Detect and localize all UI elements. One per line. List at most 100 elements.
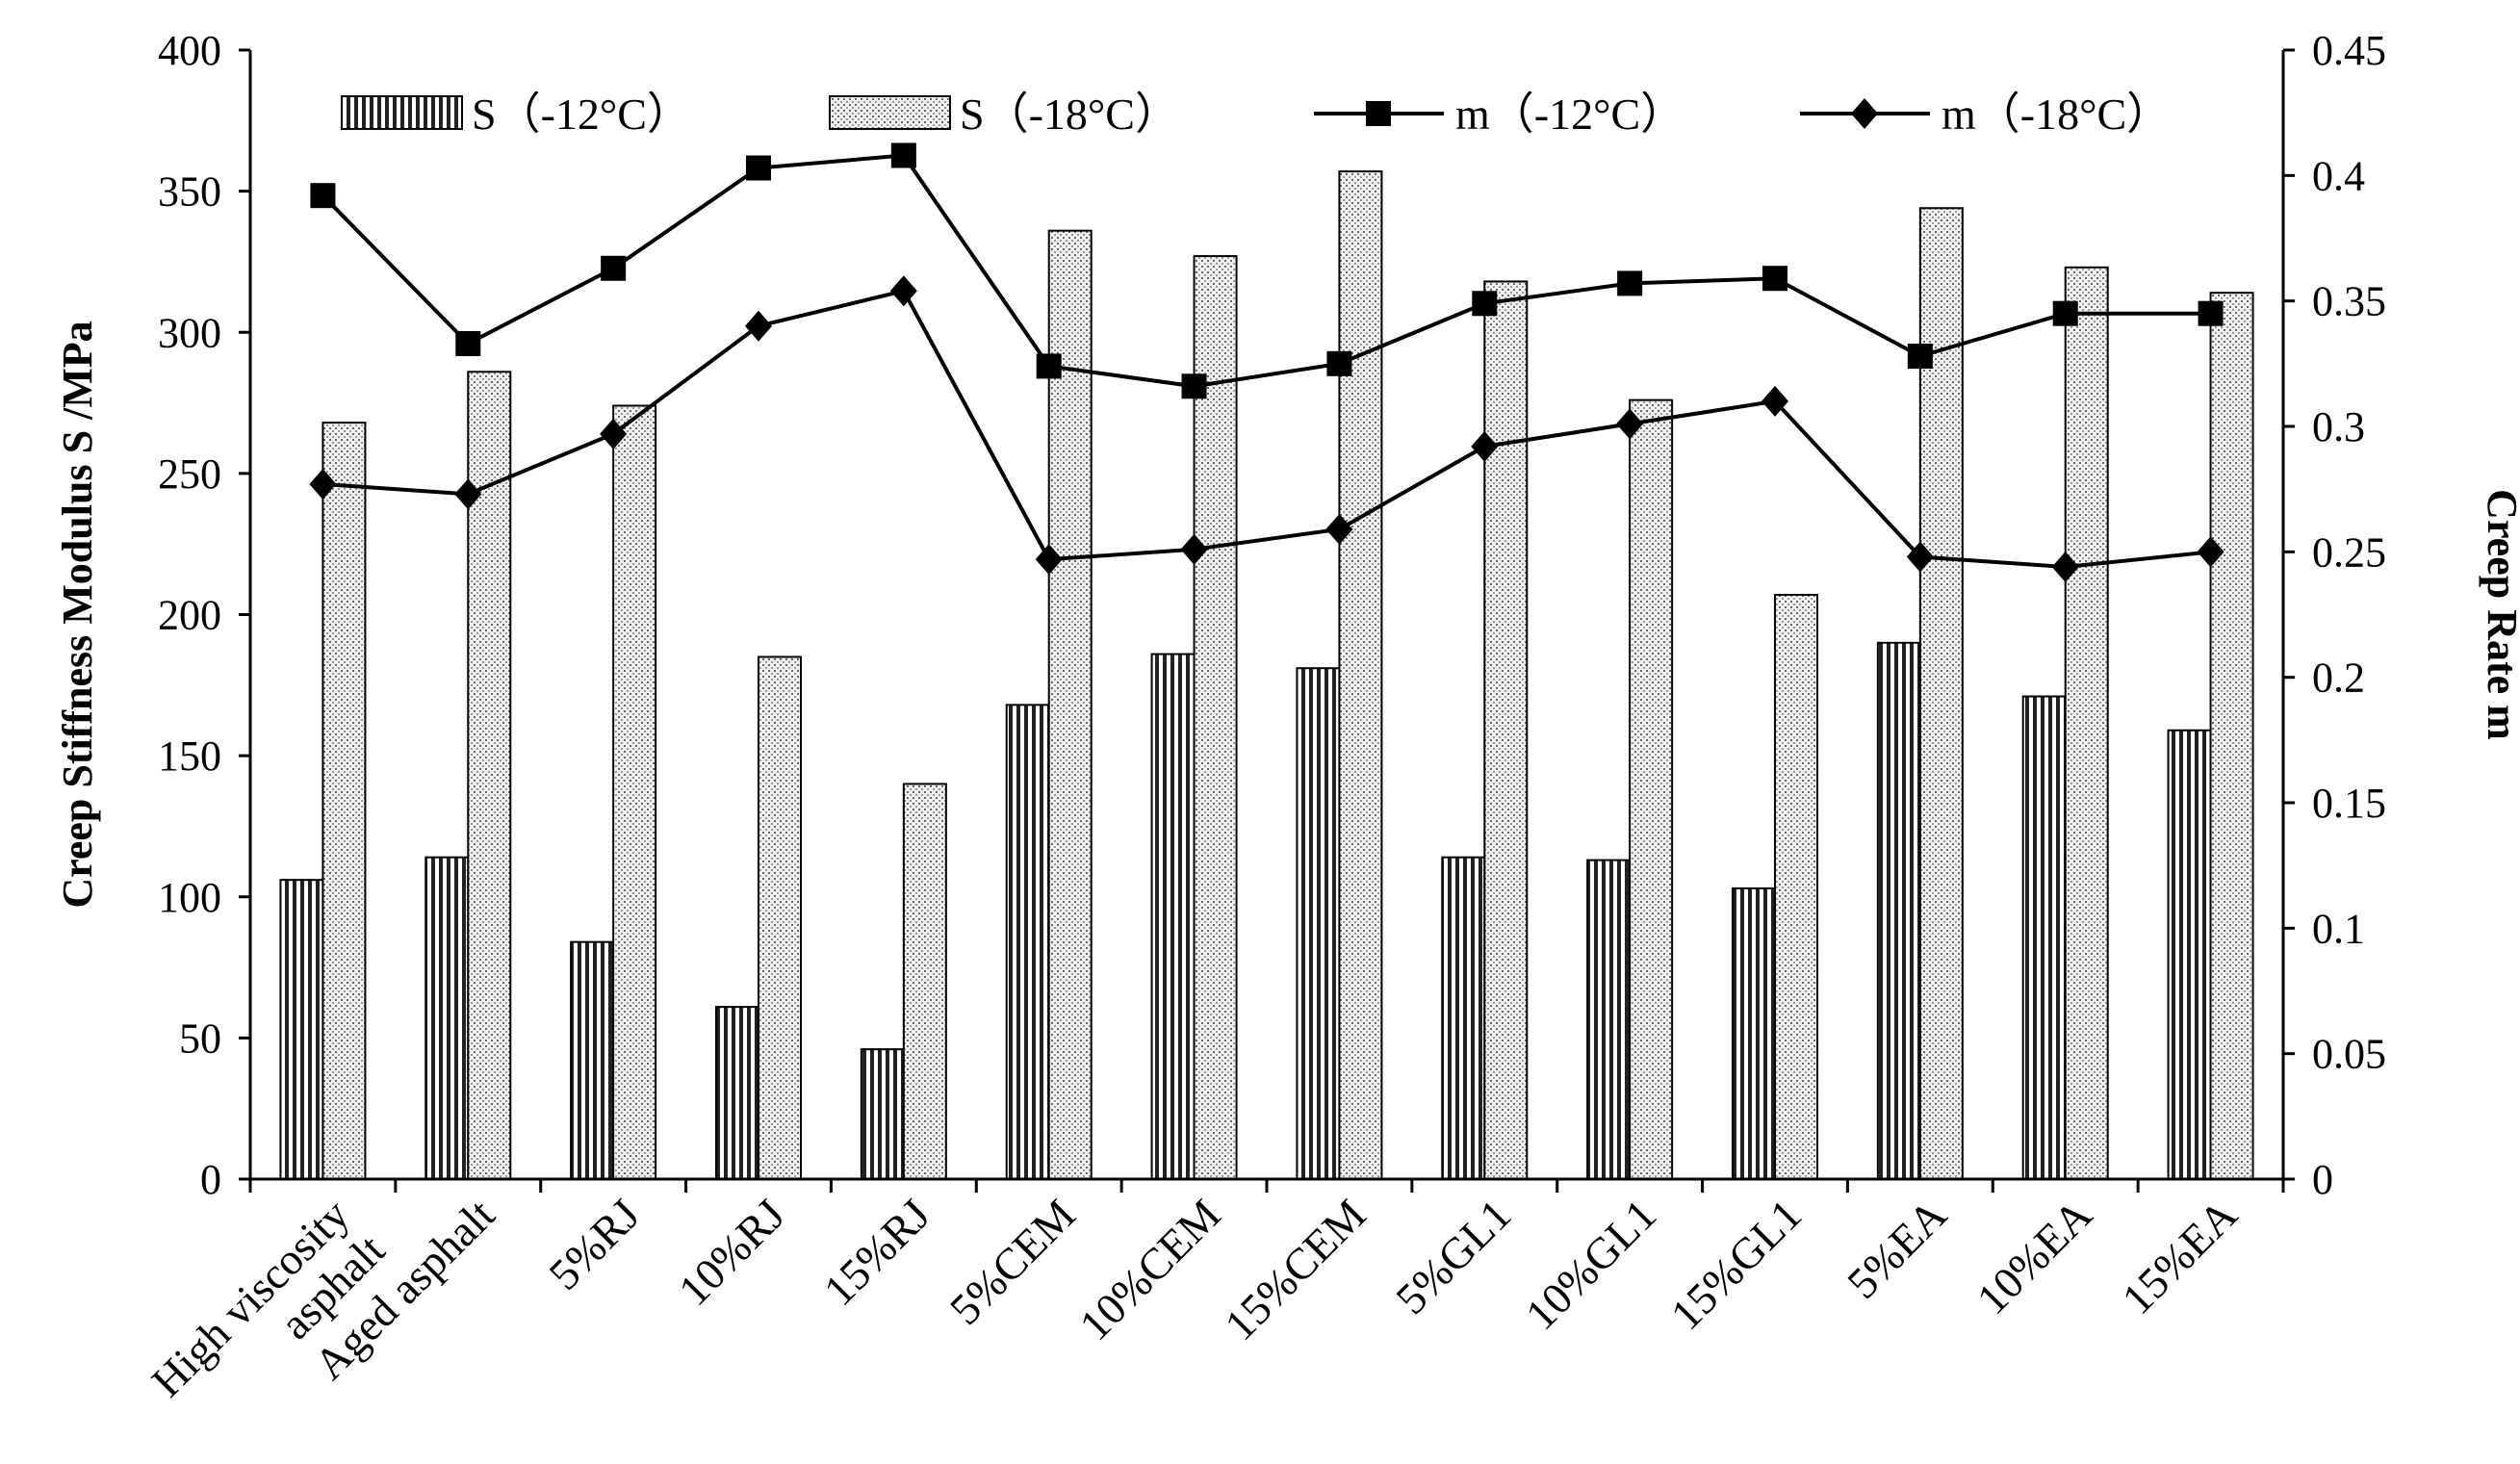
legend-marker-m-12c	[1366, 101, 1391, 126]
marker-m-12c-0	[310, 183, 336, 209]
bar-s-12c-4	[860, 1048, 905, 1180]
marker-m-12c-3	[746, 155, 771, 181]
y-tick-label-5: 250	[158, 450, 221, 498]
bar-s-12c-2	[570, 940, 615, 1180]
marker-m-12c-7	[1326, 350, 1352, 376]
x-tick-label-11: 5%EA	[1838, 1190, 1956, 1308]
bar-s-18c-11	[1918, 207, 1964, 1181]
legend-marker-m-18c	[1851, 98, 1878, 129]
legend-label-m-12c: m（-12°C）	[1455, 90, 1684, 139]
marker-m-12c-5	[1036, 353, 1062, 379]
legend-label-s-18c: S（-18°C）	[960, 90, 1179, 139]
x-tick-label-line: 5%GL1	[1386, 1190, 1520, 1323]
bar-s-12c-9	[1586, 859, 1632, 1180]
bar-s-18c-4	[902, 783, 947, 1180]
x-tick-label-3: 10%RJ	[669, 1190, 794, 1315]
marker-m-12c-11	[1907, 344, 1933, 370]
y2-tick-label-8: 0.4	[2312, 152, 2365, 199]
bar-s-12c-11	[1876, 641, 1921, 1180]
x-tick-label-line: 10%RJ	[669, 1190, 794, 1315]
y2-tick-label-5: 0.25	[2312, 528, 2386, 576]
legend-label-s-12c: S（-12°C）	[472, 90, 691, 139]
x-tick-label-line: 10%CEM	[1069, 1190, 1229, 1349]
bar-s-12c-5	[1005, 704, 1050, 1181]
marker-m-18c-0	[309, 468, 337, 500]
x-tick-label-line: 15%RJ	[814, 1190, 939, 1315]
bar-s-18c-12	[2064, 266, 2109, 1180]
marker-m-18c-2	[600, 418, 628, 449]
y-tick-label-4: 200	[158, 592, 221, 639]
y-axis-title: Creep Stiffness Modulus S /MPa	[54, 321, 101, 908]
x-tick-label-2: 5%RJ	[539, 1190, 649, 1299]
bar-s-12c-3	[715, 1006, 759, 1181]
marker-m-18c-4	[889, 275, 917, 307]
bar-s-12c-12	[2021, 695, 2067, 1180]
marker-m-18c-5	[1035, 544, 1063, 576]
x-tick-label-8: 5%GL1	[1386, 1190, 1520, 1323]
bar-s-18c-0	[321, 422, 367, 1180]
y-tick-label-1: 50	[179, 1015, 221, 1062]
y2-tick-label-1: 0.05	[2312, 1031, 2386, 1078]
marker-m-12c-4	[890, 142, 916, 168]
y-tick-label-2: 100	[158, 874, 221, 921]
x-tick-label-7: 15%CEM	[1215, 1190, 1375, 1349]
y2-tick-label-4: 0.2	[2312, 655, 2365, 702]
bar-s-12c-10	[1732, 886, 1776, 1180]
bar-s-12c-0	[279, 879, 324, 1181]
bar-s-18c-7	[1338, 170, 1383, 1180]
marker-m-12c-10	[1762, 266, 1787, 292]
y2-tick-label-0: 0	[2312, 1156, 2333, 1203]
marker-m-18c-12	[2051, 551, 2079, 582]
legend-swatch-s-18c	[829, 95, 951, 130]
legend-swatch-s-12c	[341, 95, 463, 130]
x-tick-label-line: 5%EA	[1838, 1190, 1956, 1308]
legend-label-m-18c: m（-18°C）	[1941, 90, 2171, 139]
y2-axis-title: Creep Rate m	[2479, 489, 2520, 740]
marker-m-18c-6	[1180, 533, 1208, 565]
y2-tick-label-7: 0.35	[2312, 278, 2386, 325]
bar-s-12c-7	[1296, 667, 1341, 1180]
marker-m-12c-12	[2052, 300, 2078, 326]
marker-m-12c-13	[2198, 300, 2224, 326]
x-tick-label-line: 10%GL1	[1516, 1190, 1665, 1339]
y2-tick-label-9: 0.45	[2312, 27, 2386, 74]
x-tick-label-4: 15%RJ	[814, 1190, 939, 1315]
bar-s-12c-1	[424, 856, 470, 1180]
marker-m-18c-11	[1906, 541, 1934, 573]
y-tick-label-0: 0	[200, 1156, 221, 1203]
x-tick-label-line: 5%CEM	[940, 1190, 1085, 1334]
bar-s-18c-1	[467, 371, 512, 1180]
x-tick-label-line: 15%CEM	[1215, 1190, 1375, 1349]
bar-s-18c-3	[758, 655, 802, 1180]
line-m-18c	[322, 288, 2211, 569]
x-tick-label-13: 15%EA	[2113, 1190, 2247, 1323]
x-tick-label-line: 15%GL1	[1661, 1190, 1811, 1339]
x-tick-label-line: 5%RJ	[539, 1190, 649, 1299]
marker-m-18c-10	[1761, 385, 1788, 417]
marker-m-18c-9	[1616, 408, 1644, 440]
bar-s-18c-13	[2209, 292, 2254, 1180]
bar-s-18c-8	[1483, 280, 1529, 1180]
marker-m-12c-2	[601, 255, 627, 281]
y2-tick-label-6: 0.3	[2312, 403, 2365, 450]
marker-m-18c-1	[454, 478, 482, 510]
marker-m-18c-8	[1471, 430, 1499, 462]
x-tick-label-line: 10%EA	[1967, 1190, 2101, 1323]
x-tick-label-10: 15%GL1	[1661, 1190, 1811, 1339]
bar-s-12c-6	[1150, 653, 1196, 1180]
y-tick-label-8: 400	[158, 27, 221, 74]
x-tick-label-9: 10%GL1	[1516, 1190, 1665, 1339]
y2-tick-label-2: 0.1	[2312, 905, 2365, 952]
marker-m-12c-1	[455, 330, 481, 356]
x-tick-label-6: 10%CEM	[1069, 1190, 1229, 1349]
bar-s-12c-13	[2167, 729, 2212, 1180]
line-m-12c	[321, 153, 2211, 389]
marker-m-18c-7	[1325, 513, 1353, 545]
bar-s-18c-2	[612, 404, 657, 1180]
y-tick-label-6: 300	[158, 309, 221, 356]
marker-m-12c-6	[1181, 373, 1207, 399]
marker-m-18c-13	[2197, 536, 2224, 568]
marker-m-18c-3	[745, 310, 772, 342]
x-tick-label-12: 10%EA	[1967, 1190, 2101, 1323]
